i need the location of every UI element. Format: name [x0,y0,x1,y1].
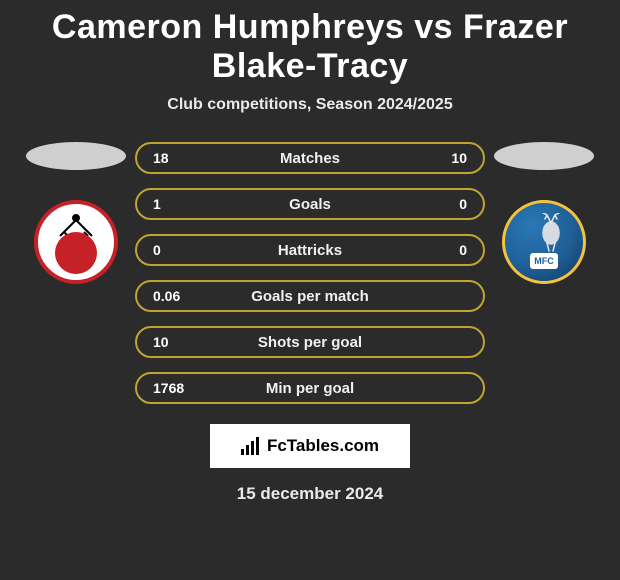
right-badge-stag-icon [533,213,569,253]
stat-row: 18 Matches 10 [135,142,485,174]
stat-label: Shots per goal [213,334,407,351]
stat-label: Goals per match [213,288,407,305]
stat-row: 0 Hattricks 0 [135,234,485,266]
stat-row: 10 Shots per goal [135,326,485,358]
stat-label: Min per goal [213,380,407,397]
stat-left-value: 10 [153,334,213,350]
left-player-oval [26,142,126,170]
stat-label: Matches [213,150,407,167]
fctables-chart-icon [241,437,261,455]
stat-left-value: 18 [153,150,213,166]
page-title: Cameron Humphreys vs Frazer Blake-Tracy [0,8,620,86]
stat-left-value: 1768 [153,380,213,396]
right-badge-label: MFC [530,253,558,269]
stat-label: Goals [213,196,407,213]
stat-left-value: 0 [153,242,213,258]
left-badge-ball-icon [55,232,97,274]
stats-list: 18 Matches 10 1 Goals 0 0 Hattricks 0 0.… [135,142,485,404]
page-subtitle: Club competitions, Season 2024/2025 [167,96,452,114]
right-player-oval [494,142,594,170]
fctables-link[interactable]: FcTables.com [210,424,410,468]
left-side [21,142,131,284]
stat-row: 1768 Min per goal [135,372,485,404]
right-club-badge: MFC [502,200,586,284]
right-side: MFC [489,142,599,284]
generated-date: 15 december 2024 [237,484,384,504]
stat-row: 1 Goals 0 [135,188,485,220]
stat-right-value: 10 [407,150,467,166]
fctables-label: FcTables.com [267,436,379,456]
stat-row: 0.06 Goals per match [135,280,485,312]
stat-left-value: 1 [153,196,213,212]
stat-label: Hattricks [213,242,407,259]
left-club-badge [34,200,118,284]
comparison-content: 18 Matches 10 1 Goals 0 0 Hattricks 0 0.… [0,142,620,404]
stat-right-value: 0 [407,196,467,212]
stat-left-value: 0.06 [153,288,213,304]
stat-right-value: 0 [407,242,467,258]
